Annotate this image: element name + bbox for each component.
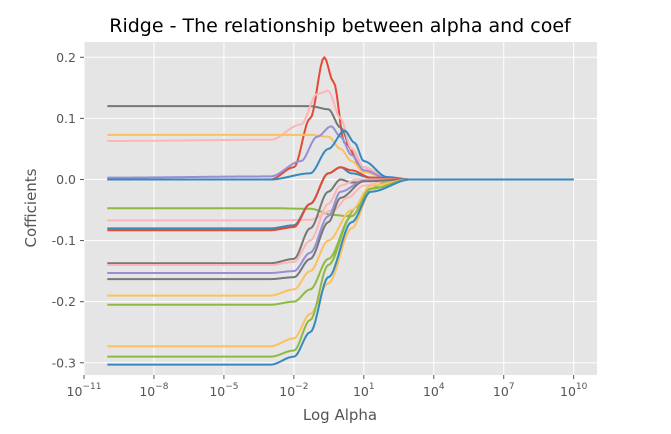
y-axis-label: Cofficients <box>22 168 40 247</box>
y-axis-ticks: -0.3 -0.2 -0.1 0.0 0.1 0.2 <box>52 50 84 370</box>
x-tick-exponent: −11 <box>82 382 101 392</box>
x-tick-exponent: −5 <box>225 382 238 392</box>
x-tick-label: 10−5 <box>209 382 238 399</box>
x-tick-base: 10 <box>209 384 225 399</box>
x-tick-exponent: 4 <box>439 382 445 392</box>
y-tick-label: 0.1 <box>56 111 76 126</box>
y-tick-label: 0.0 <box>56 172 76 187</box>
x-tick-label: 107 <box>493 382 515 399</box>
series-line-19 <box>107 178 574 366</box>
y-tick-label: -0.2 <box>52 294 76 309</box>
x-tick-label: 10−2 <box>279 382 308 399</box>
x-axis-ticks: 10−11 10−8 10−5 10−2 101 104 107 1010 <box>67 375 588 399</box>
x-tick-exponent: 1 <box>369 382 375 392</box>
x-tick-label: 10−8 <box>139 382 168 399</box>
x-tick-base: 10 <box>423 384 439 399</box>
x-tick-exponent: −2 <box>295 382 308 392</box>
x-tick-exponent: 7 <box>509 382 515 392</box>
x-tick-label: 10−11 <box>67 382 102 399</box>
x-tick-label: 1010 <box>560 382 588 399</box>
x-tick-base: 10 <box>279 384 295 399</box>
x-axis-label: Log Alpha <box>303 406 377 424</box>
series-lines <box>107 56 574 366</box>
x-tick-label: 101 <box>353 382 375 399</box>
x-tick-base: 10 <box>560 384 576 399</box>
x-tick-exponent: 10 <box>576 382 588 392</box>
y-tick-label: 0.2 <box>56 50 76 65</box>
y-tick-label: -0.1 <box>52 233 76 248</box>
x-tick-base: 10 <box>353 384 369 399</box>
y-tick-label: -0.3 <box>52 355 76 370</box>
x-tick-base: 10 <box>139 384 155 399</box>
x-tick-label: 104 <box>423 382 445 399</box>
x-tick-exponent: −8 <box>155 382 169 392</box>
x-tick-base: 10 <box>67 384 83 399</box>
x-tick-base: 10 <box>493 384 509 399</box>
chart-title: Ridge - The relationship between alpha a… <box>109 15 572 37</box>
